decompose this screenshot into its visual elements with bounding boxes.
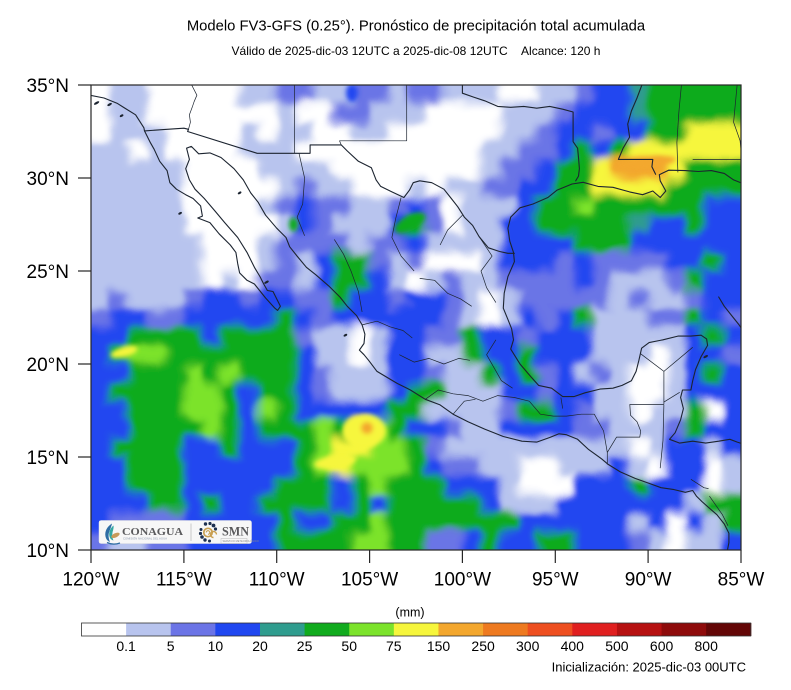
svg-text:75: 75 [386, 638, 402, 654]
svg-text:20°N: 20°N [27, 355, 69, 376]
svg-text:30°N: 30°N [27, 169, 69, 190]
svg-text:15°N: 15°N [27, 448, 69, 469]
svg-text:10°N: 10°N [27, 541, 69, 562]
svg-text:Válido de 2025-dic-03 12UTC a: Válido de 2025-dic-03 12UTC a 2025-dic-0… [232, 44, 601, 58]
svg-text:0.1: 0.1 [116, 638, 136, 654]
svg-text:25°N: 25°N [27, 262, 69, 283]
svg-text:500: 500 [605, 638, 629, 654]
svg-text:10: 10 [208, 638, 224, 654]
svg-text:85°W: 85°W [718, 570, 765, 591]
svg-text:5: 5 [167, 638, 175, 654]
svg-text:SERVICIO METEOROLÓGICO: SERVICIO METEOROLÓGICO [223, 538, 259, 543]
svg-text:120°W: 120°W [62, 570, 119, 591]
svg-text:SMN: SMN [222, 524, 250, 539]
svg-text:800: 800 [695, 638, 719, 654]
svg-text:(mm): (mm) [395, 606, 424, 620]
svg-text:95°W: 95°W [532, 570, 579, 591]
svg-text:115°W: 115°W [156, 570, 212, 591]
svg-text:20: 20 [252, 638, 268, 654]
svg-text:150: 150 [427, 638, 451, 654]
svg-text:COMISIÓN NACIONAL DEL AGUA: COMISIÓN NACIONAL DEL AGUA [123, 535, 167, 540]
svg-text:90°W: 90°W [625, 570, 672, 591]
svg-text:600: 600 [650, 638, 674, 654]
svg-text:35°N: 35°N [27, 76, 69, 97]
svg-text:110°W: 110°W [249, 570, 305, 591]
svg-text:300: 300 [516, 638, 540, 654]
svg-text:400: 400 [561, 638, 585, 654]
svg-text:Modelo FV3-GFS (0.25°). Pronós: Modelo FV3-GFS (0.25°). Pronóstico de pr… [187, 19, 646, 35]
svg-text:250: 250 [471, 638, 495, 654]
svg-text:105°W: 105°W [341, 570, 398, 591]
svg-text:Inicialización: 2025-dic-03 00: Inicialización: 2025-dic-03 00UTC [552, 660, 746, 675]
svg-text:100°W: 100°W [434, 570, 491, 591]
svg-text:CONAGUA: CONAGUA [122, 527, 183, 538]
svg-text:25: 25 [297, 638, 313, 654]
svg-text:50: 50 [341, 638, 357, 654]
